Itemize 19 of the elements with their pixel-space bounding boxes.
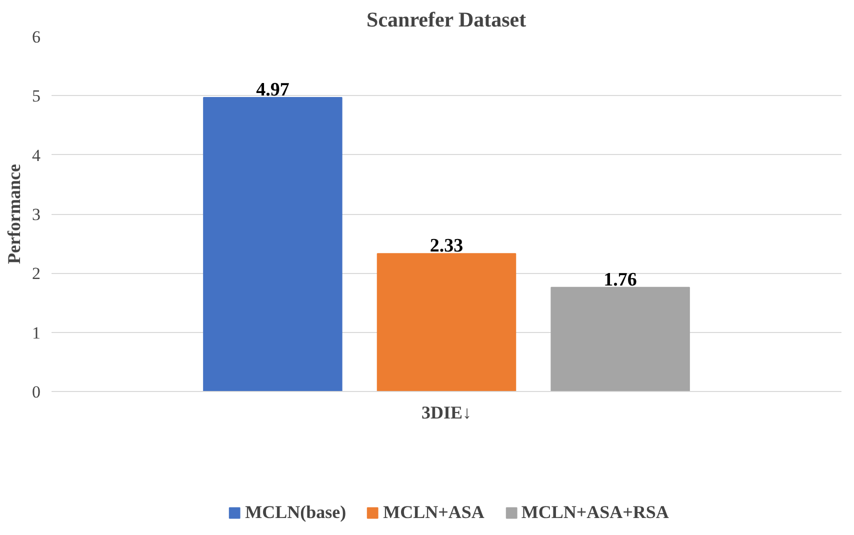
data-label: 1.76 bbox=[604, 269, 637, 290]
x-tick-label: 3DIE↓ bbox=[421, 402, 472, 422]
chart-title: Scanrefer Dataset bbox=[366, 8, 526, 32]
y-tick-label: 4 bbox=[32, 146, 41, 165]
legend-label: MCLN+ASA bbox=[383, 502, 484, 523]
y-axis-title: Performance bbox=[4, 164, 24, 264]
legend-label: MCLN(base) bbox=[245, 502, 346, 523]
y-tick-label: 0 bbox=[32, 382, 40, 402]
data-label: 2.33 bbox=[430, 236, 464, 257]
data-label: 4.97 bbox=[256, 79, 290, 100]
y-tick-label: 2 bbox=[32, 264, 40, 284]
bar bbox=[550, 286, 690, 392]
legend-label: MCLN+ASA+RSA bbox=[521, 502, 669, 523]
bar bbox=[376, 253, 516, 392]
y-tick-label: 6 bbox=[32, 28, 40, 46]
y-tick-label: 5 bbox=[32, 86, 40, 106]
y-tick-label: 1 bbox=[32, 323, 40, 342]
bar bbox=[203, 96, 342, 392]
y-tick-label: 3 bbox=[32, 205, 40, 224]
